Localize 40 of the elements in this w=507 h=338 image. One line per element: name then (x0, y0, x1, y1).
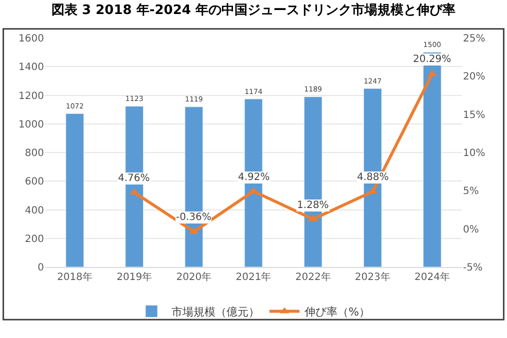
x-tick-label: 2023年 (354, 271, 390, 283)
y-tick-label: 800 (24, 148, 44, 159)
y2-tick-label: 10% (463, 148, 486, 159)
y2-tick-label: 15% (463, 110, 486, 121)
x-tick-label: 2019年 (116, 271, 152, 283)
legend-label: 市場規模（億元） (172, 306, 260, 319)
y-tick-label: 1400 (18, 62, 44, 74)
y-tick-label: 600 (24, 176, 44, 188)
y-tick-label: 0 (38, 262, 44, 274)
x-tick-label: 2020年 (176, 271, 212, 283)
y-tick-label: 200 (24, 234, 44, 245)
y-tick-label: 400 (24, 205, 44, 216)
data-label: 1072 (66, 101, 84, 110)
data-label: 1247 (364, 76, 382, 86)
data-label: 1189 (304, 84, 322, 94)
y2-tick-label: 25% (463, 34, 486, 44)
bar (66, 113, 84, 267)
data-label: 1119 (184, 94, 203, 104)
data-label: -0.36% (176, 212, 212, 223)
data-label: 4.92% (238, 172, 270, 183)
y2-tick-label: -5% (463, 262, 482, 274)
data-label: 1500 (423, 40, 442, 50)
data-label: 1174 (244, 86, 263, 96)
x-tick-label: 2024年 (414, 271, 450, 283)
y-tick-label: 1600 (18, 34, 44, 44)
x-tick-label: 2022年 (295, 271, 331, 283)
x-tick-label: 2021年 (236, 271, 272, 283)
data-label: 1123 (125, 94, 144, 104)
data-label: 1.28% (297, 200, 329, 211)
y2-tick-label: 20% (463, 72, 486, 83)
x-tick-label: 2018年 (57, 271, 93, 283)
y2-tick-label: 0% (463, 224, 479, 236)
y-tick-label: 1000 (18, 119, 44, 130)
data-label: 4.76% (118, 173, 150, 184)
data-label: 20.29% (413, 54, 452, 65)
y-tick-label: 1200 (18, 90, 44, 102)
y2-tick-label: 5% (463, 186, 479, 198)
data-label: 4.88% (357, 172, 389, 183)
legend-label: 伸び率（%） (304, 306, 370, 319)
chart-title: 図表 3 2018 年-2024 年の中国ジュースドリンク市場規模と伸び率 (52, 2, 456, 18)
